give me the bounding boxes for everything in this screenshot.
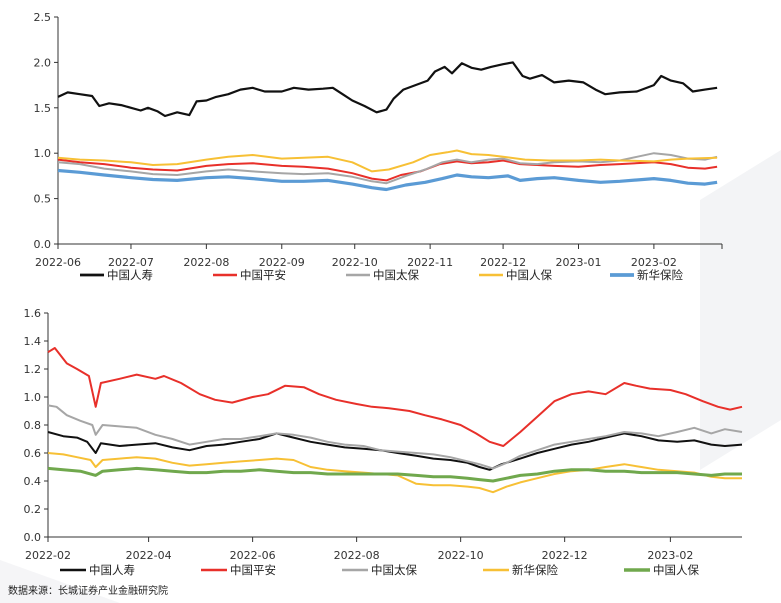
decorative-band <box>700 150 781 470</box>
y-tick-label: 0.4 <box>24 475 42 488</box>
x-tick-label: 2022-06 <box>230 549 276 562</box>
y-tick-label: 2.0 <box>34 56 52 69</box>
x-tick-label: 2022-09 <box>259 256 305 269</box>
series-line-1 <box>57 61 718 118</box>
y-tick-label: 1.2 <box>24 363 42 376</box>
y-tick-label: 1.4 <box>24 335 42 348</box>
series-line-2 <box>47 347 743 447</box>
legend-label: 中国人寿 <box>107 268 153 282</box>
legend-label: 中国太保 <box>371 563 417 577</box>
series-line-3 <box>57 152 718 185</box>
y-tick-label: 0.0 <box>34 238 52 251</box>
y-tick-label: 0.8 <box>24 419 42 432</box>
x-tick-label: 2022-08 <box>183 256 229 269</box>
legend-label: 中国人寿 <box>89 563 135 577</box>
x-tick-label: 2022-07 <box>108 256 154 269</box>
legend-label: 中国平安 <box>240 268 286 282</box>
series-line-5 <box>47 466 742 483</box>
x-tick-label: 2022-10 <box>332 256 378 269</box>
legend-label: 新华保险 <box>637 268 683 282</box>
y-tick-label: 0.6 <box>24 447 42 460</box>
series-line-5 <box>57 168 718 192</box>
series-line-3 <box>47 404 743 470</box>
series-line-4 <box>57 149 718 173</box>
legend-label: 中国人保 <box>653 563 699 577</box>
x-tick-label: 2023-01 <box>556 256 602 269</box>
legend-label: 新华保险 <box>512 563 558 577</box>
source-note: 数据来源：长城证券产业金融研究院 <box>8 584 168 597</box>
y-tick-label: 1.6 <box>24 307 42 320</box>
x-tick-label: 2022-12 <box>542 549 588 562</box>
x-tick-label: 2022-02 <box>25 549 71 562</box>
x-tick-label: 2023-02 <box>631 256 677 269</box>
x-tick-label: 2022-08 <box>334 549 380 562</box>
x-tick-label: 2022-04 <box>126 549 172 562</box>
y-tick-label: 1.0 <box>34 147 52 160</box>
x-tick-label: 2022-11 <box>407 256 453 269</box>
decorative-corner <box>0 560 120 603</box>
x-tick-label: 2023-02 <box>647 549 693 562</box>
y-tick-label: 0.0 <box>24 531 42 544</box>
y-tick-label: 0.2 <box>24 503 42 516</box>
legend-label: 中国太保 <box>373 268 419 282</box>
y-tick-label: 1.0 <box>24 391 42 404</box>
y-tick-label: 2.5 <box>34 11 52 24</box>
y-tick-label: 0.5 <box>34 193 52 206</box>
x-tick-label: 2022-06 <box>35 256 81 269</box>
y-tick-label: 1.5 <box>34 102 52 115</box>
legend-label: 中国人保 <box>506 268 552 282</box>
x-tick-label: 2022-12 <box>480 256 526 269</box>
legend-label: 中国平安 <box>230 563 276 577</box>
x-tick-label: 2022-10 <box>438 549 484 562</box>
